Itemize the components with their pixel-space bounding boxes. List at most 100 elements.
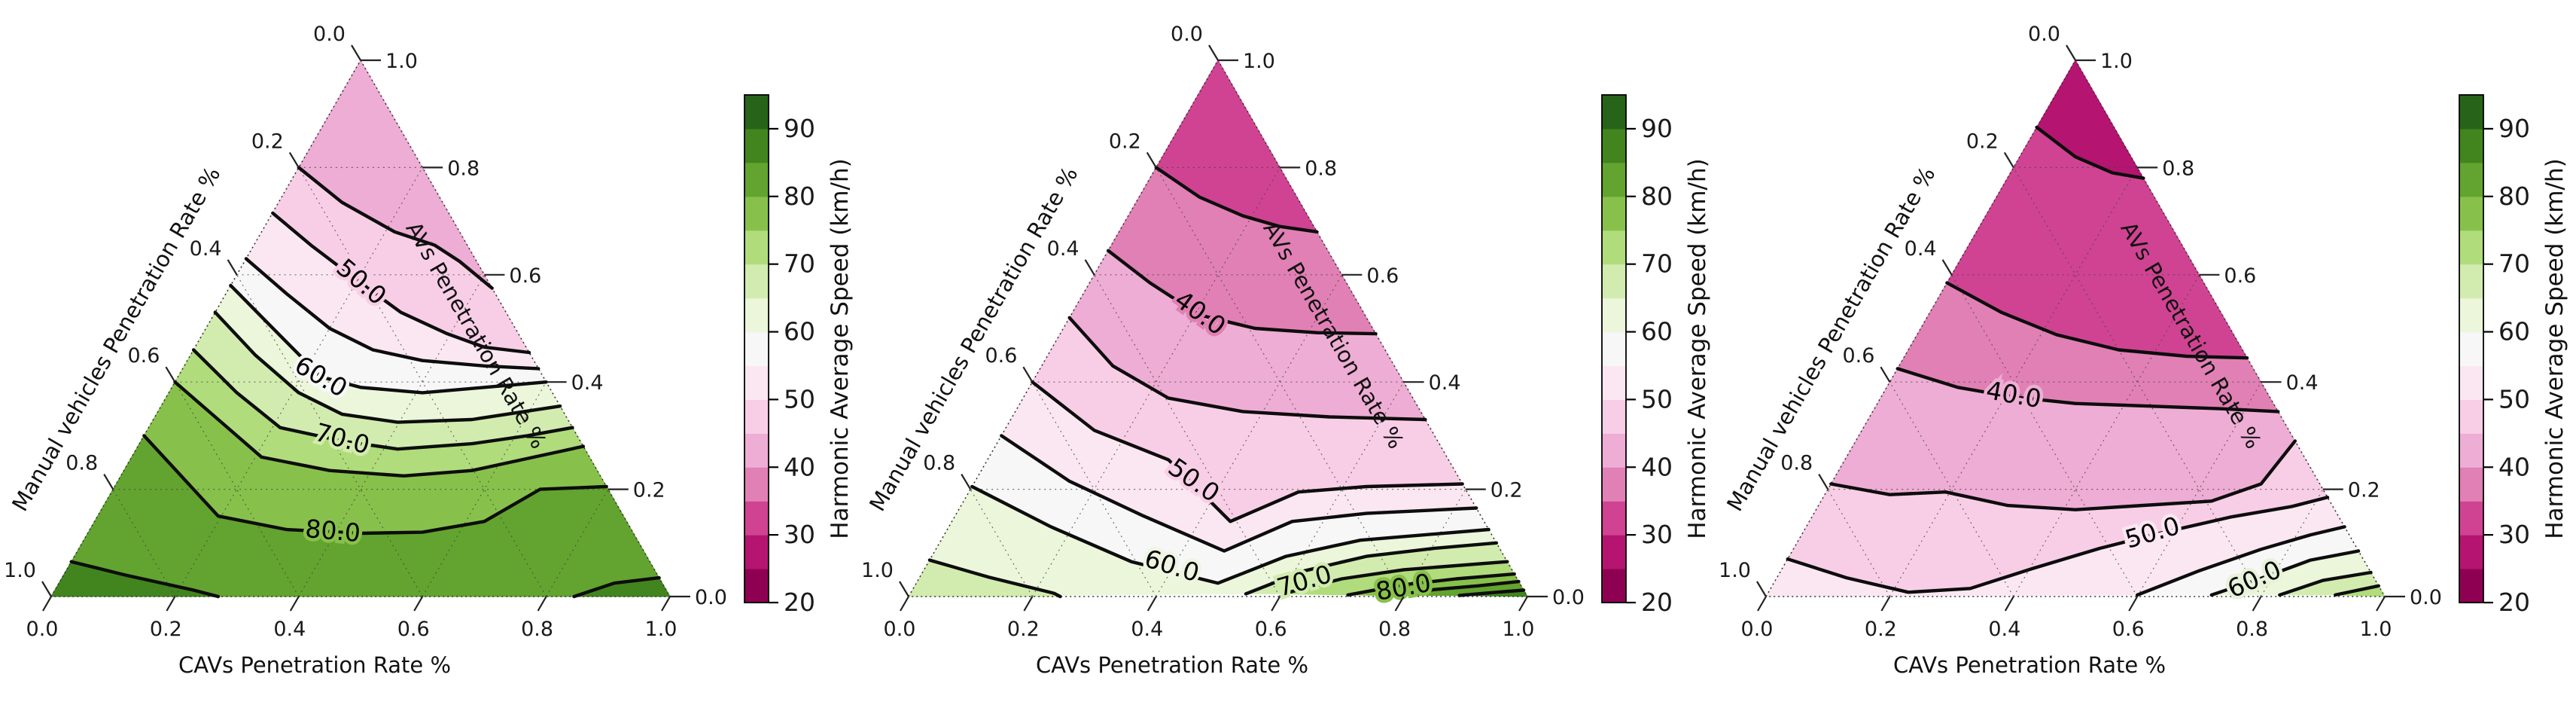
colorbar-segment [744, 535, 769, 569]
contour-line-65 [2278, 570, 2373, 597]
colorbar-tick-label: 30 [2498, 520, 2530, 549]
right-tick-label: 0.0 [695, 586, 727, 609]
bottom-tick [1023, 596, 1034, 612]
left-tick [899, 581, 909, 597]
colorbar-segment [1602, 365, 1626, 400]
colorbar-segment [2459, 128, 2483, 163]
colorbar-frame [1601, 94, 1627, 603]
contour-line-40 [1106, 249, 1378, 336]
grid-line [1156, 274, 1342, 597]
colorbar-tick-label: 80 [784, 182, 815, 211]
bottom-tick-label: 0.0 [26, 618, 59, 641]
colorbar-segment [2459, 501, 2483, 536]
bottom-tick [1394, 596, 1405, 612]
bottom-tick [661, 596, 671, 612]
left-tick [103, 474, 114, 490]
left-tick [288, 151, 300, 168]
colorbar-title: Harmonic Average Speed (km/h) [827, 158, 854, 539]
colorbar-tick-label: 70 [2498, 249, 2530, 279]
contour-line-80 [142, 434, 608, 536]
contour-line-30 [2035, 125, 2145, 180]
left-tick-label: 0.4 [1047, 237, 1079, 261]
bottom-tick [1271, 596, 1281, 612]
contour-line-60 [2209, 549, 2361, 597]
colorbar-frame [744, 94, 769, 603]
colorbar-segment [744, 298, 769, 333]
colorbar-segment [744, 569, 769, 603]
colorbar-segment [744, 162, 769, 197]
bottom-tick [900, 596, 909, 612]
bottom-tick-label: 0.2 [1007, 618, 1040, 641]
colorbar-segment [744, 365, 769, 400]
bottom-tick-label: 0.0 [1741, 618, 1774, 641]
left-tick [1208, 44, 1219, 61]
left-tick [1880, 366, 1891, 383]
left-tick [1084, 259, 1095, 276]
colorbar-segment [1602, 95, 1626, 130]
left-tick-label: 0.6 [127, 344, 160, 368]
colorbar-segment [1602, 569, 1626, 603]
right-tick-label: 1.0 [1243, 50, 1275, 73]
grid-line [174, 381, 300, 597]
colorbar-tick-label: 90 [1641, 114, 1673, 143]
bottom-tick-label: 0.0 [884, 618, 916, 641]
contour-line-50 [1786, 496, 2330, 594]
colorbar-segment [1602, 298, 1626, 333]
colorbar-segment [1602, 501, 1626, 536]
contour-line-85 [1457, 588, 1526, 597]
bottom-tick [2376, 596, 2386, 612]
colorbar-segment [2459, 535, 2483, 569]
right-tick-label: 1.0 [2100, 50, 2133, 73]
bottom-tick-label: 0.6 [2112, 618, 2145, 641]
colorbar-tick-label: 80 [2498, 182, 2530, 211]
colorbar-segment [744, 467, 769, 502]
bottom-tick-label: 0.4 [1131, 618, 1163, 641]
colorbar-tick-label: 50 [784, 384, 815, 414]
right-tick-label: 0.2 [2348, 479, 2380, 502]
colorbar-segment [1602, 433, 1626, 468]
colorbar-segment [1602, 535, 1626, 569]
colorbar-segment [744, 95, 769, 130]
bottom-tick-label: 1.0 [645, 618, 677, 641]
left-tick-label: 1.0 [4, 559, 36, 582]
bottom-tick-label: 1.0 [2360, 618, 2392, 641]
contour-line-50 [271, 211, 531, 355]
bottom-axis-title: CAVs Penetration Rate % [1036, 652, 1308, 678]
grid-line [1889, 381, 2014, 597]
left-tick [961, 474, 972, 490]
colorbar-segment [744, 331, 769, 366]
contour-label-80.0: 80.0 [304, 514, 362, 548]
right-tick-label: 0.0 [2410, 586, 2442, 609]
colorbar-segment [744, 128, 769, 163]
contour-lines [927, 166, 1526, 599]
contour-line-75 [1346, 572, 1516, 597]
right-tick-label: 0.6 [2224, 264, 2256, 288]
bottom-tick [2252, 596, 2262, 612]
bottom-tick [42, 596, 52, 612]
colorbar-segment [1602, 331, 1626, 366]
colorbar-segment [2459, 230, 2483, 265]
colorbar-tick-label: 90 [784, 114, 815, 143]
colorbar-frame [2459, 94, 2484, 603]
contour-line-75 [173, 380, 586, 478]
right-tick-label: 1.0 [385, 50, 418, 73]
grid-line [422, 381, 547, 597]
right-tick-label: 0.8 [1305, 157, 1337, 180]
ternary-grid [112, 166, 609, 597]
colorbar-segment [2459, 331, 2483, 366]
right-tick-label: 0.6 [1366, 264, 1399, 288]
left-tick-label: 0.6 [1842, 344, 1874, 368]
contour-lines [1786, 125, 2381, 597]
colorbar-segment [2459, 399, 2483, 434]
left-tick [2066, 44, 2076, 61]
contour-bands [908, 59, 1528, 597]
grid-line [2136, 381, 2262, 597]
colorbar-segment [2459, 162, 2483, 197]
ternary-plot-3: 40.050.060.00.0 0.2 0.4 0.6 0.8 1.00.00.20.40… [1719, 23, 2442, 678]
colorbar-tick-label: 20 [784, 588, 815, 617]
bottom-tick-label: 0.2 [1865, 618, 1897, 641]
right-tick-label: 0.8 [447, 157, 480, 180]
contour-line-70 [1281, 560, 1509, 596]
